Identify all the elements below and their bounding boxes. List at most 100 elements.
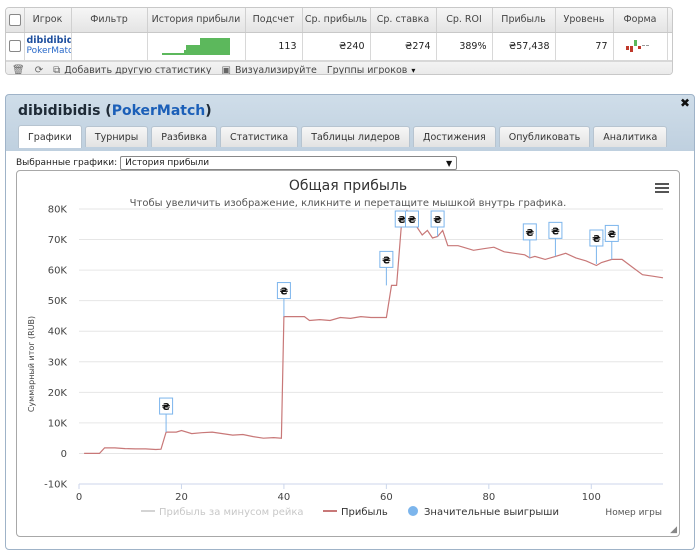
avg-stake-cell: ₴274 (370, 32, 437, 61)
add-stat-button[interactable]: ⧉ Добавить другую статистику (53, 65, 211, 75)
flag-box (522, 223, 537, 241)
select-all-cell[interactable] (6, 8, 25, 33)
flag-box (604, 224, 619, 242)
avg-roi-cell: 389% (436, 32, 493, 61)
window-site-link[interactable]: PokerMatch (111, 103, 206, 119)
avg-profit-cell: ₴240 (302, 32, 371, 61)
visualize-button[interactable]: ▣ Визуализируйте (221, 65, 317, 75)
tab-leaderboards[interactable]: Таблицы лидеров (301, 126, 411, 147)
big-win-flag[interactable]: ₴ (522, 223, 537, 258)
col-avg-stake[interactable]: Ср. ставка (370, 8, 437, 33)
row-select-cell[interactable] (6, 32, 25, 61)
col-form[interactable]: Форма (613, 8, 668, 33)
x-tick-label: 100 (582, 492, 601, 503)
x-tick-label: 40 (278, 492, 291, 503)
big-win-flag[interactable]: ₴ (276, 282, 291, 317)
legend-label-profit: Прибыль (341, 507, 388, 518)
legend-item-big-wins[interactable]: Значительные выигрыши (408, 506, 559, 518)
chevron-down-icon: ▼ (446, 158, 453, 168)
flag-symbol: ₴ (592, 234, 601, 245)
chart-grid (79, 208, 663, 485)
tab-tournaments[interactable]: Турниры (84, 126, 149, 147)
x-axis-ticks: 0 20 40 60 80 100 (76, 484, 601, 503)
caret-down-icon: ▾ (411, 66, 416, 75)
trash-icon[interactable]: 🗑 (12, 65, 25, 75)
y-tick-label: 20K (48, 388, 68, 399)
big-win-flag[interactable]: ₴ (159, 397, 174, 433)
col-profit[interactable]: Прибыль (492, 8, 556, 33)
y-tick-label: 30K (48, 357, 68, 368)
y-tick-label: 70K (48, 235, 68, 246)
legend-item-profit[interactable]: Прибыль (323, 507, 388, 518)
flag-box (589, 229, 604, 247)
chart-select[interactable]: История прибыли ▼ (120, 156, 458, 170)
row-checkbox[interactable] (8, 40, 21, 52)
flag-symbol: ₴ (280, 287, 289, 298)
big-win-flag[interactable]: ₴ (589, 229, 604, 264)
profit-cell: ₴57,438 (492, 32, 556, 61)
remove-cell[interactable]: x (667, 32, 672, 61)
x-tick-label: 0 (76, 492, 82, 503)
close-icon[interactable]: ✖ (679, 96, 690, 110)
legend-label-big-wins: Значительные выигрыши (424, 507, 559, 518)
select-all-checkbox[interactable] (8, 13, 21, 26)
big-win-flag[interactable]: ₴ (548, 221, 563, 257)
profit-chart[interactable]: -10K 0 10K 20K 30K 40K 50K 60K 70K 80K 0 20 40 60 80 1… (17, 171, 679, 536)
window-title: dibidibidis (PokerMatch) (18, 103, 212, 119)
flag-symbol: ₴ (162, 402, 171, 413)
player-site-link[interactable]: PokerMatch (26, 46, 71, 56)
flag-box (276, 282, 291, 300)
flag-symbol: ₴ (382, 255, 391, 266)
x-axis-label: Номер игры (605, 508, 662, 518)
col-count[interactable]: Подсчет (245, 8, 303, 33)
chart-select-value: История прибыли (125, 158, 210, 168)
refresh-icon[interactable]: ⟳ (34, 65, 44, 75)
legend-item-net[interactable]: Прибыль за минусом рейка (141, 507, 304, 518)
player-cell[interactable]: dibidibidis PokerMatch (24, 32, 72, 61)
col-level[interactable]: Уровень (555, 8, 614, 33)
col-avg-roi[interactable]: Ср. ROI (436, 8, 493, 33)
form-chart (626, 39, 649, 52)
table-row: dibidibidis PokerMatch 113 ₴240 ₴274 389… (6, 32, 672, 61)
image-icon: ▣ (221, 65, 231, 75)
chart-menu-icon[interactable] (655, 183, 669, 193)
chart-container[interactable]: -10K 0 10K 20K 30K 40K 50K 60K 70K 80K 0 20 40 60 80 1… (16, 170, 680, 537)
tab-publish[interactable]: Опубликовать (498, 126, 591, 147)
player-window: dibidibidis (PokerMatch) ✖ Графики Турни… (5, 94, 695, 550)
resize-handle-icon[interactable]: ◢ (670, 525, 677, 535)
col-avg-profit[interactable]: Ср. прибыль (302, 8, 371, 33)
col-player[interactable]: Игрок (24, 8, 72, 33)
stats-panel: Игрок Фильтр История прибыли Подсчет Ср.… (5, 7, 673, 75)
y-tick-label: 50K (48, 296, 68, 307)
tab-charts[interactable]: Графики (18, 125, 82, 148)
big-win-flag[interactable]: ₴ (430, 210, 445, 237)
link-icon: ⧉ (53, 65, 61, 75)
big-win-flag[interactable]: ₴ (379, 250, 394, 286)
filter-cell[interactable] (71, 32, 148, 61)
chart-title: Общая прибыль (289, 178, 407, 194)
col-profit-history[interactable]: История прибыли (147, 8, 246, 33)
stats-table: Игрок Фильтр История прибыли Подсчет Ср.… (6, 8, 672, 61)
flag-symbol: ₴ (397, 215, 406, 226)
y-tick-label: 60K (48, 266, 68, 277)
player-name-link[interactable]: dibidibidis (26, 35, 71, 46)
col-filter[interactable]: Фильтр (71, 8, 148, 33)
y-axis-label: Суммарный итог (RUB) (27, 316, 36, 412)
big-win-flag[interactable]: ₴ (404, 210, 419, 228)
tab-achievements[interactable]: Достижения (413, 126, 496, 147)
tab-analytics[interactable]: Аналитика (593, 126, 668, 147)
form-cell (613, 32, 668, 61)
y-tick-label: -10K (44, 480, 67, 491)
sparkline-chart (161, 37, 230, 55)
flag-symbol: ₴ (408, 215, 417, 226)
player-groups-dropdown[interactable]: Группы игроков ▾ (327, 65, 416, 75)
big-win-flags: ₴₴₴₴ ₴ ₴₴ ₴₴ ₴ (159, 210, 619, 433)
y-tick-label: 0 (61, 449, 67, 460)
big-win-flag[interactable]: ₴ (604, 224, 619, 260)
flag-symbol: ₴ (526, 228, 535, 239)
visualize-label: Визуализируйте (234, 65, 317, 75)
profit-history-sparkline (147, 32, 246, 61)
tab-breakdown[interactable]: Разбивка (151, 126, 218, 147)
chart-legend: Прибыль за минусом рейка Прибыль Значите… (141, 506, 559, 518)
tab-statistics[interactable]: Статистика (220, 126, 299, 147)
